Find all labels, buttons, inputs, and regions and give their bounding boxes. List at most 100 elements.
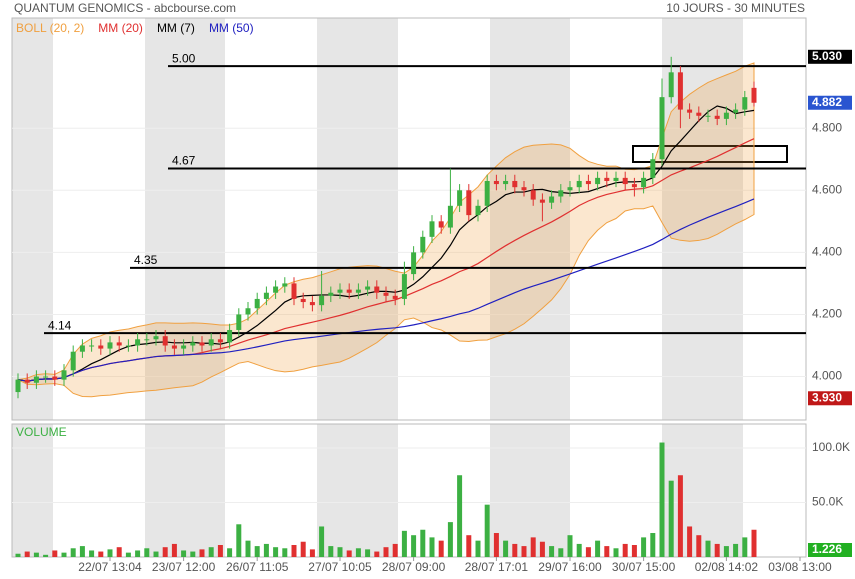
candle-body	[171, 345, 177, 349]
x-tick-label: 28/07 09:00	[382, 560, 446, 574]
volume-tick-label: 50.0K	[812, 495, 843, 509]
candle-body	[613, 177, 619, 181]
volume-bar	[631, 545, 637, 557]
volume-label: VOLUME	[16, 425, 67, 439]
candle-body	[199, 342, 205, 346]
candle-body	[282, 283, 288, 287]
volume-bar	[162, 547, 168, 557]
volume-bar	[401, 530, 407, 557]
x-tick-label: 22/07 13:04	[78, 560, 142, 574]
candle-body	[668, 72, 674, 98]
candle-body	[493, 180, 499, 185]
volume-bar	[346, 550, 352, 557]
candle-body	[135, 339, 141, 346]
volume-bar	[466, 535, 472, 557]
level-label: 5.00	[172, 51, 196, 65]
volume-bar	[15, 553, 21, 557]
candle-body	[328, 292, 334, 296]
candle-body	[190, 342, 196, 346]
legend-item: BOLL (20, 2)	[16, 21, 84, 35]
volume-bar	[300, 541, 306, 557]
candle-body	[539, 199, 545, 203]
volume-bar	[696, 535, 702, 557]
price-tag	[808, 95, 852, 110]
candle-body	[107, 342, 113, 349]
candle-body	[401, 274, 407, 299]
volume-bar	[733, 543, 739, 557]
candle-body	[503, 180, 509, 185]
y-tick-label: 4.200	[812, 307, 842, 321]
candle-body	[585, 180, 591, 185]
volume-bar	[668, 480, 674, 557]
candle-body	[254, 298, 260, 309]
candle-body	[33, 376, 39, 383]
volume-bar	[539, 541, 545, 557]
volume-bar	[199, 549, 205, 557]
volume-bar	[236, 524, 242, 557]
candle-body	[116, 342, 122, 346]
volume-bar	[383, 547, 389, 557]
volume-bar	[273, 547, 279, 557]
legend-item: MM (7)	[157, 21, 195, 35]
volume-bar	[714, 543, 720, 557]
candle-body	[714, 115, 720, 119]
candle-body	[530, 190, 536, 200]
candle-body	[309, 302, 315, 306]
candle-body	[466, 190, 472, 216]
volume-bar	[493, 533, 499, 557]
candle-body	[383, 292, 389, 296]
volume-bar	[457, 475, 463, 557]
candle-body	[61, 370, 67, 380]
y-tick-label: 4.600	[812, 182, 842, 196]
candle-body	[696, 112, 702, 116]
volume-bar	[484, 504, 490, 557]
volume-bar	[751, 529, 757, 557]
chart-title: QUANTUM GENOMICS - abcbourse.com	[14, 1, 236, 15]
candle-body	[236, 314, 242, 330]
volume-bar	[705, 540, 711, 557]
volume-bar	[337, 547, 343, 557]
volume-bar	[144, 548, 150, 557]
volume-tick-label: 100.0K	[812, 440, 850, 454]
candle-body	[291, 283, 297, 299]
volume-bar	[429, 537, 435, 557]
volume-bar	[217, 545, 223, 557]
candle-body	[355, 289, 361, 293]
volume-bar	[125, 552, 131, 557]
level-label: 4.14	[48, 318, 72, 332]
candle-body	[558, 190, 564, 197]
volume-bar	[89, 550, 95, 557]
candle-body	[15, 379, 21, 393]
volume-bar	[309, 549, 315, 557]
candle-body	[374, 286, 380, 293]
moving-average	[17, 198, 755, 382]
volume-bar	[135, 550, 141, 557]
candle-body	[208, 339, 214, 346]
volume-bar	[512, 543, 518, 557]
volume-bar	[116, 547, 122, 557]
volume-bar	[475, 540, 481, 557]
candle-body	[742, 97, 748, 110]
volume-bar	[438, 540, 444, 557]
candle-body	[521, 187, 527, 191]
candle-body	[98, 345, 104, 349]
candle-body	[153, 336, 159, 340]
volume-bar	[650, 533, 656, 557]
candle-body	[346, 289, 352, 293]
level-label: 4.67	[172, 154, 196, 168]
volume-bar	[153, 551, 159, 557]
volume-bar	[365, 549, 371, 557]
volume-bar	[254, 546, 260, 557]
candle-body	[650, 159, 656, 178]
candle-body	[70, 351, 76, 371]
x-tick-label: 30/07 15:00	[612, 560, 676, 574]
candle-body	[484, 180, 490, 206]
candle-body	[217, 339, 223, 343]
price-tag-label: 4.882	[812, 95, 842, 109]
candle-body	[447, 205, 453, 228]
volume-bar	[567, 535, 573, 557]
candle-body	[567, 187, 573, 191]
volume-bar	[98, 551, 104, 557]
volume-bar	[677, 475, 683, 557]
